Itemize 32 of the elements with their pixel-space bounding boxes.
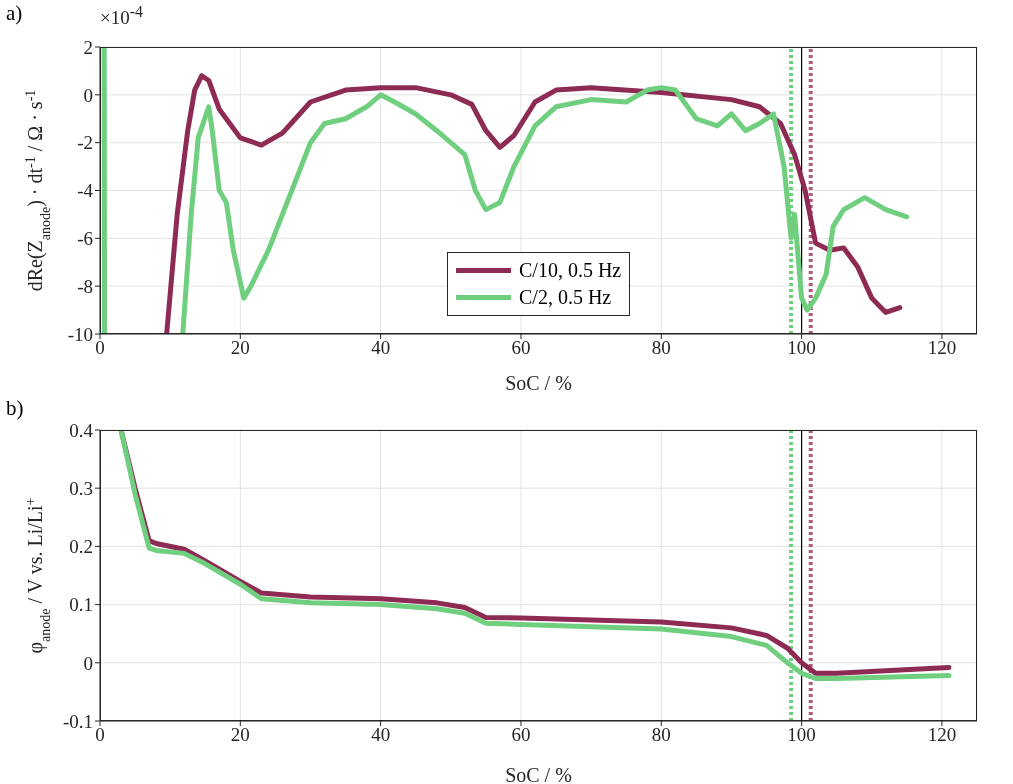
x-tick-label: 20 [230, 337, 250, 359]
x-tick-label: 60 [511, 724, 531, 746]
legend-label: C/2, 0.5 Hz [519, 285, 612, 310]
x-tick-label: 60 [511, 337, 531, 359]
x-axis-title: SoC / % [505, 764, 572, 784]
x-tick-label: 120 [927, 337, 957, 359]
x-tick-label: 100 [787, 337, 816, 359]
y-tick-label: 0.1 [69, 594, 93, 616]
x-tick-label: 80 [651, 724, 671, 746]
text: ×10$^{-4}$ [100, 3, 143, 30]
x-tick-label: 80 [651, 337, 671, 359]
y-tick-label: 0.3 [69, 477, 93, 499]
x-tick-label: 120 [927, 724, 957, 746]
x-tick-label: 40 [371, 337, 391, 359]
y-tick-label: 0 [83, 652, 93, 674]
y-tick-label: -2 [77, 132, 93, 154]
x-tick-label: 40 [371, 724, 391, 746]
y-tick-label: -0.1 [62, 710, 93, 732]
chart-title: b) [6, 396, 24, 421]
y-tick-label: -4 [77, 180, 94, 202]
y-tick-label: 0.2 [69, 536, 93, 558]
legend-label: C/10, 0.5 Hz [519, 258, 622, 283]
y-tick-label: 2 [83, 36, 93, 58]
y-tick-label: -10 [67, 323, 93, 345]
x-tick-label: 20 [230, 724, 250, 746]
y-tick-label: 0.4 [69, 419, 94, 441]
x-axis-title: SoC / % [505, 372, 572, 394]
y-tick-label: 0 [83, 84, 93, 106]
x-tick-label: 100 [787, 724, 816, 746]
chart-title: a) [6, 1, 23, 26]
y-tick-label: -8 [77, 275, 93, 297]
y-tick-label: -6 [77, 228, 93, 250]
